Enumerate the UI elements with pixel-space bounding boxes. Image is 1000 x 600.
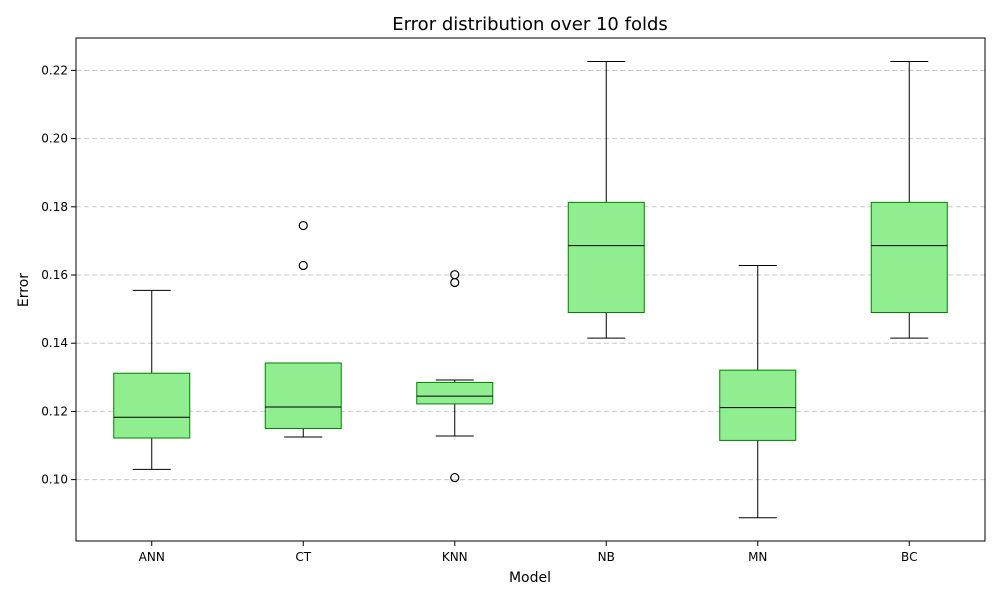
outlier-point	[450, 472, 460, 483]
box-bc	[870, 61, 948, 339]
grid-lines	[76, 69, 985, 481]
y-tick-label: 0.18	[41, 200, 68, 214]
box-nb	[567, 61, 645, 339]
y-axis-ticks: 0.10 0.12 0.14 0.16 0.18 0.20 0.22	[41, 63, 76, 487]
y-tick-label: 0.14	[41, 336, 68, 350]
x-tick-label: CT	[295, 550, 311, 564]
x-tick-label: MN	[748, 550, 767, 564]
x-tick-label: KNN	[442, 550, 468, 564]
y-tick-label: 0.22	[41, 63, 68, 77]
outlier-point	[298, 220, 308, 231]
iqr-box	[567, 201, 645, 314]
box-ct	[264, 220, 342, 438]
box-knn	[416, 270, 494, 483]
x-tick-label: ANN	[139, 550, 165, 564]
iqr-box	[416, 381, 494, 405]
outlier-point	[450, 277, 460, 288]
y-tick-label: 0.10	[41, 473, 68, 487]
iqr-box	[113, 372, 191, 439]
x-tick-label: NB	[598, 550, 615, 564]
x-axis-label: Model	[509, 570, 551, 586]
plot-frame	[75, 37, 986, 542]
chart-title: Error distribution over 10 folds	[392, 14, 668, 35]
outlier-point	[298, 260, 308, 271]
x-axis-ticks: ANN CT KNN NB MN BC	[139, 541, 917, 564]
y-tick-label: 0.12	[41, 404, 68, 418]
iqr-box	[870, 201, 948, 314]
box-mn	[719, 264, 797, 519]
y-tick-label: 0.20	[41, 132, 68, 146]
y-axis-label: Error	[16, 273, 32, 307]
iqr-box	[719, 369, 797, 441]
boxes	[113, 61, 948, 519]
iqr-box	[264, 362, 342, 429]
box-ann	[113, 289, 191, 470]
x-tick-label: BC	[901, 550, 917, 564]
y-tick-label: 0.16	[41, 268, 68, 282]
